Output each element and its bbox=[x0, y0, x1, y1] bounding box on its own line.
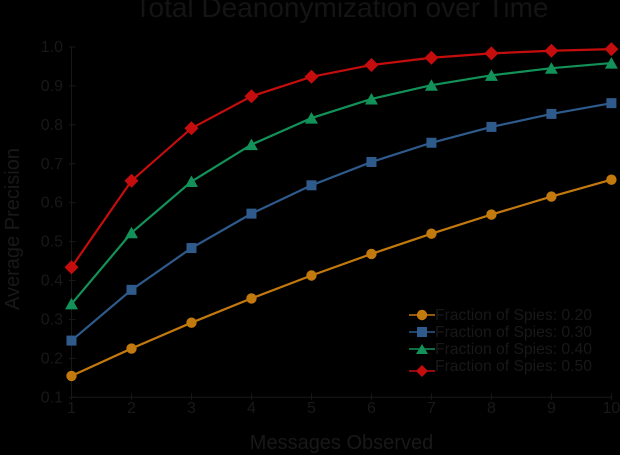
svg-text:0.6: 0.6 bbox=[41, 195, 63, 212]
svg-text:9: 9 bbox=[547, 400, 556, 417]
svg-text:Average Precision: Average Precision bbox=[2, 148, 24, 310]
svg-text:8: 8 bbox=[487, 400, 496, 417]
svg-text:0.8: 0.8 bbox=[41, 117, 63, 134]
svg-text:0.3: 0.3 bbox=[41, 311, 63, 328]
svg-text:Messages Observed: Messages Observed bbox=[250, 432, 433, 454]
svg-text:3: 3 bbox=[187, 400, 196, 417]
svg-text:0.7: 0.7 bbox=[41, 156, 63, 173]
svg-text:7: 7 bbox=[427, 400, 436, 417]
svg-text:Fraction of Spies: 0.20: Fraction of Spies: 0.20 bbox=[435, 307, 592, 324]
svg-text:1: 1 bbox=[67, 400, 76, 417]
svg-text:Fraction of Spies: 0.30: Fraction of Spies: 0.30 bbox=[435, 324, 592, 341]
svg-text:Fraction of Spies: 0.50: Fraction of Spies: 0.50 bbox=[435, 358, 592, 375]
svg-text:2: 2 bbox=[127, 400, 136, 417]
svg-text:4: 4 bbox=[247, 400, 256, 417]
svg-text:0.4: 0.4 bbox=[41, 273, 63, 290]
svg-text:0.9: 0.9 bbox=[41, 78, 63, 95]
svg-text:1.0: 1.0 bbox=[41, 39, 63, 56]
svg-text:5: 5 bbox=[307, 400, 316, 417]
svg-text:0.2: 0.2 bbox=[41, 350, 63, 367]
svg-text:6: 6 bbox=[367, 400, 376, 417]
svg-text:10: 10 bbox=[603, 400, 620, 417]
svg-text:Fraction of Spies: 0.40: Fraction of Spies: 0.40 bbox=[435, 341, 592, 358]
svg-text:0.1: 0.1 bbox=[41, 389, 63, 406]
svg-text:0.5: 0.5 bbox=[41, 234, 63, 251]
svg-text:Total Deanonymization over Tim: Total Deanonymization over Time bbox=[135, 0, 549, 23]
